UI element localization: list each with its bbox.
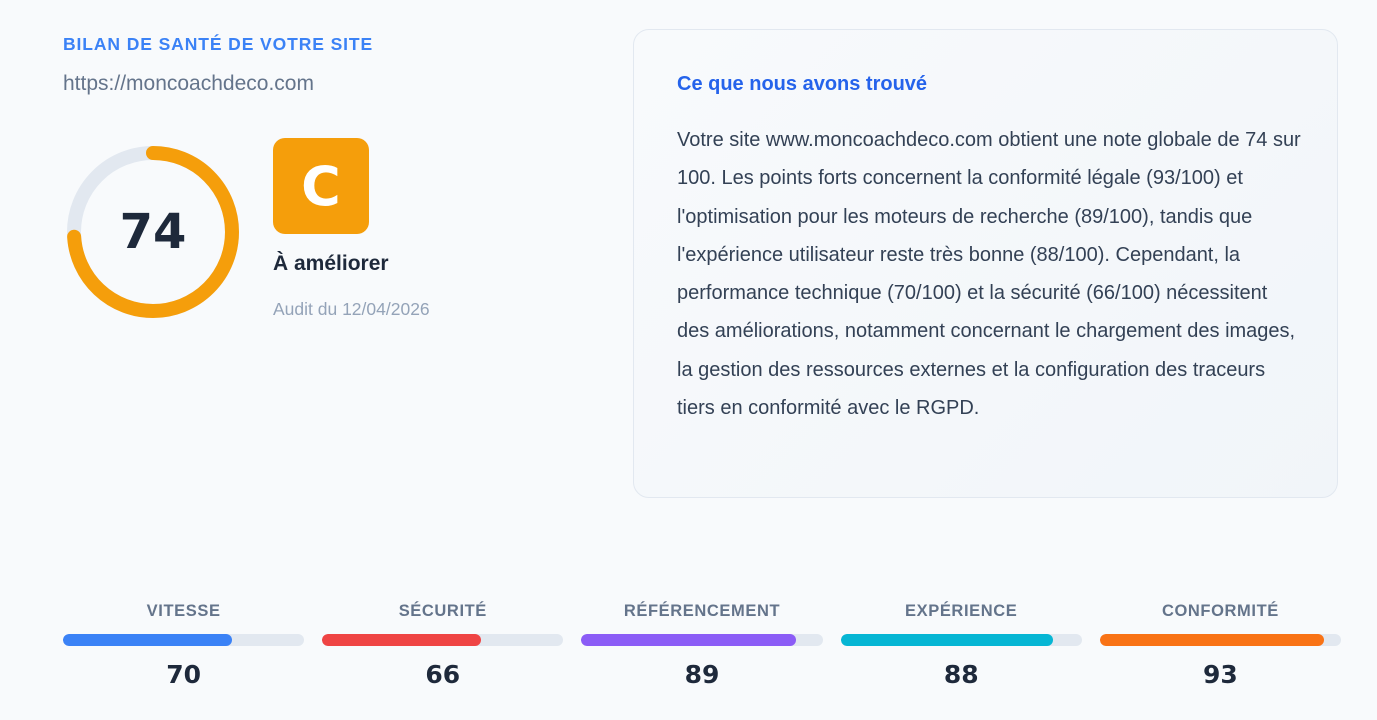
- metric-experience: EXPÉRIENCE 88: [840, 598, 1082, 689]
- metric-value: 89: [684, 660, 720, 689]
- progress-track: [322, 634, 564, 646]
- metric-label: SÉCURITÉ: [398, 602, 487, 620]
- metric-securite: SÉCURITÉ 66: [322, 598, 564, 689]
- progress-fill: [63, 634, 232, 646]
- metric-label: EXPÉRIENCE: [905, 602, 1018, 620]
- score-ring: 74: [66, 145, 240, 319]
- score-ring-graphic: [67, 146, 239, 318]
- progress-track: [63, 634, 305, 646]
- metric-label: RÉFÉRENCEMENT: [623, 602, 781, 620]
- findings-title: Ce que nous avons trouvé: [677, 73, 928, 95]
- category-scores: VITESSE 70 SÉCURITÉ 66 RÉFÉRENCEMENT 89 …: [63, 598, 1342, 689]
- grade-badge: C: [273, 138, 369, 234]
- progress-fill: [1099, 634, 1325, 646]
- metric-referencement: RÉFÉRENCEMENT 89: [581, 598, 823, 689]
- audit-date: Audit du 12/04/2026: [273, 299, 430, 319]
- progress-fill: [322, 634, 482, 646]
- metric-label: VITESSE: [146, 602, 221, 620]
- findings-card: Ce que nous avons trouvé Votre site www.…: [633, 29, 1338, 498]
- metric-value: 93: [1203, 660, 1238, 689]
- metric-value: 66: [425, 660, 461, 689]
- grade-label: À améliorer: [273, 252, 389, 275]
- overall-score: 74: [119, 204, 187, 260]
- metric-vitesse: VITESSE 70: [63, 598, 305, 689]
- progress-track: [581, 634, 823, 646]
- progress-track: [1099, 634, 1342, 646]
- metric-label: CONFORMITÉ: [1161, 602, 1279, 620]
- progress-fill: [581, 634, 797, 646]
- findings-summary: Votre site www.moncoachdeco.com obtient …: [677, 129, 1301, 420]
- metric-value: 70: [166, 660, 201, 689]
- progress-fill: [840, 634, 1053, 646]
- report-eyebrow-title: BILAN DE SANTÉ DE VOTRE SITE: [63, 34, 374, 54]
- metric-value: 88: [943, 660, 979, 689]
- site-url: https://moncoachdeco.com: [63, 72, 314, 95]
- metric-conformite: CONFORMITÉ 93: [1099, 598, 1342, 689]
- progress-track: [840, 634, 1082, 646]
